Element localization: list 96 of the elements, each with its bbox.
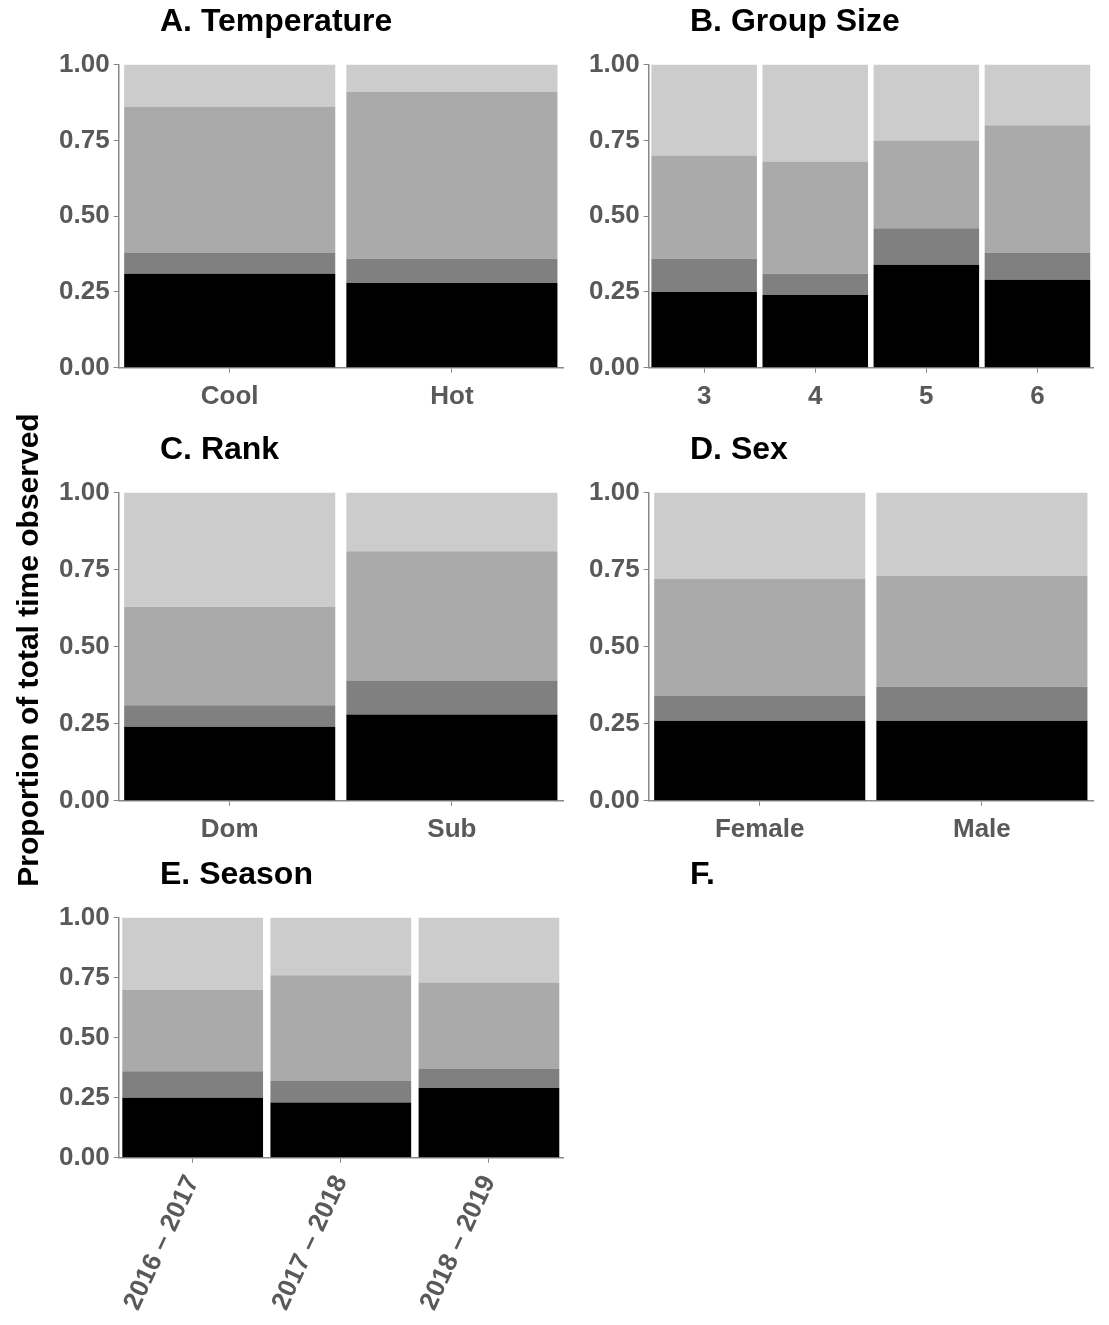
chart-title: A. Temperature: [160, 2, 393, 39]
y-axis-title: Proportion of total time observed: [11, 413, 45, 887]
bar: [984, 252, 1091, 280]
y-tick-label: 0.50: [58, 1020, 110, 1051]
y-tick-label: 1.00: [58, 47, 110, 78]
bar: [873, 64, 980, 141]
x-tick-label: Hot: [430, 379, 474, 410]
bar: [346, 714, 558, 801]
y-tick-label: 1.00: [58, 475, 110, 506]
bar: [984, 279, 1091, 368]
y-tick-label: 0.00: [588, 350, 640, 381]
bar: [876, 492, 1088, 576]
bar: [270, 1080, 412, 1103]
bar: [873, 264, 980, 368]
x-tick-label: Female: [714, 812, 805, 843]
x-tick-label: 2016 – 2017: [116, 1170, 205, 1314]
bar: [270, 1102, 412, 1158]
y-tick-label: 0.00: [58, 783, 110, 814]
bar: [876, 720, 1088, 801]
bar: [124, 252, 336, 274]
bar: [873, 228, 980, 265]
chart-title: C. Rank: [160, 430, 280, 467]
bar: [651, 292, 757, 368]
x-tick-label: 3: [696, 379, 712, 410]
chart-title: B. Group Size: [690, 2, 900, 39]
bar: [124, 726, 336, 801]
y-tick-label: 0.25: [58, 275, 110, 306]
bar: [654, 696, 866, 721]
y-tick-label: 0.50: [588, 199, 640, 230]
bar: [122, 1071, 264, 1098]
y-tick-label: 0.00: [58, 350, 110, 381]
bar: [984, 125, 1091, 253]
bar: [418, 917, 560, 983]
y-tick-label: 0.50: [58, 199, 110, 230]
bar: [762, 64, 869, 162]
bar: [654, 720, 866, 801]
chart-title: E. Season: [160, 855, 313, 892]
y-tick-label: 1.00: [58, 900, 110, 931]
y-tick-label: 1.00: [588, 475, 640, 506]
bar: [762, 295, 869, 368]
x-tick-label: 4: [808, 379, 824, 410]
bar: [654, 578, 866, 697]
bar: [762, 161, 869, 274]
y-tick-label: 0.50: [588, 629, 640, 660]
bar: [654, 492, 866, 579]
bar: [346, 282, 558, 368]
x-tick-label: 5: [919, 379, 934, 410]
x-tick-label: 6: [1030, 379, 1045, 410]
bar: [762, 273, 869, 296]
bar: [346, 64, 558, 92]
y-tick-label: 0.25: [58, 706, 110, 737]
y-tick-label: 0.75: [588, 123, 640, 154]
bar: [418, 1088, 560, 1158]
bar: [122, 989, 264, 1072]
bar: [124, 705, 336, 727]
bar: [122, 1097, 264, 1158]
bar: [124, 107, 336, 253]
y-tick-label: 0.75: [58, 123, 110, 154]
bar: [124, 64, 336, 108]
bar: [270, 975, 412, 1081]
bar: [122, 917, 264, 990]
bar: [418, 982, 560, 1069]
x-tick-label: 2018 – 2019: [412, 1170, 501, 1314]
bar: [876, 575, 1088, 687]
text: F.: [690, 855, 715, 892]
bar: [346, 551, 558, 681]
bar: [270, 917, 412, 976]
x-tick-label: Dom: [200, 812, 259, 843]
bar: [418, 1068, 560, 1089]
y-tick-label: 0.25: [58, 1080, 110, 1111]
y-tick-label: 0.25: [588, 275, 640, 306]
y-tick-label: 0.00: [58, 1140, 110, 1171]
bar: [346, 492, 558, 552]
bar: [124, 273, 336, 368]
y-tick-label: 1.00: [588, 47, 640, 78]
x-tick-label: Cool: [200, 379, 259, 410]
bar: [873, 140, 980, 229]
bar: [876, 686, 1088, 721]
y-tick-label: 0.00: [588, 783, 640, 814]
y-tick-label: 0.75: [588, 552, 640, 583]
bar: [346, 91, 558, 259]
bar: [124, 492, 336, 607]
y-tick-label: 0.25: [588, 706, 640, 737]
bar: [651, 155, 757, 259]
x-tick-label: Sub: [427, 812, 477, 843]
bar: [346, 680, 558, 715]
y-tick-label: 0.75: [58, 552, 110, 583]
x-tick-label: 2017 – 2018: [264, 1170, 353, 1314]
y-tick-label: 0.50: [58, 629, 110, 660]
x-tick-label: Male: [952, 812, 1011, 843]
bar: [124, 606, 336, 706]
bar: [651, 64, 757, 156]
chart-title: D. Sex: [690, 430, 788, 467]
bar: [346, 258, 558, 283]
bar: [984, 64, 1091, 126]
y-tick-label: 0.75: [58, 960, 110, 991]
